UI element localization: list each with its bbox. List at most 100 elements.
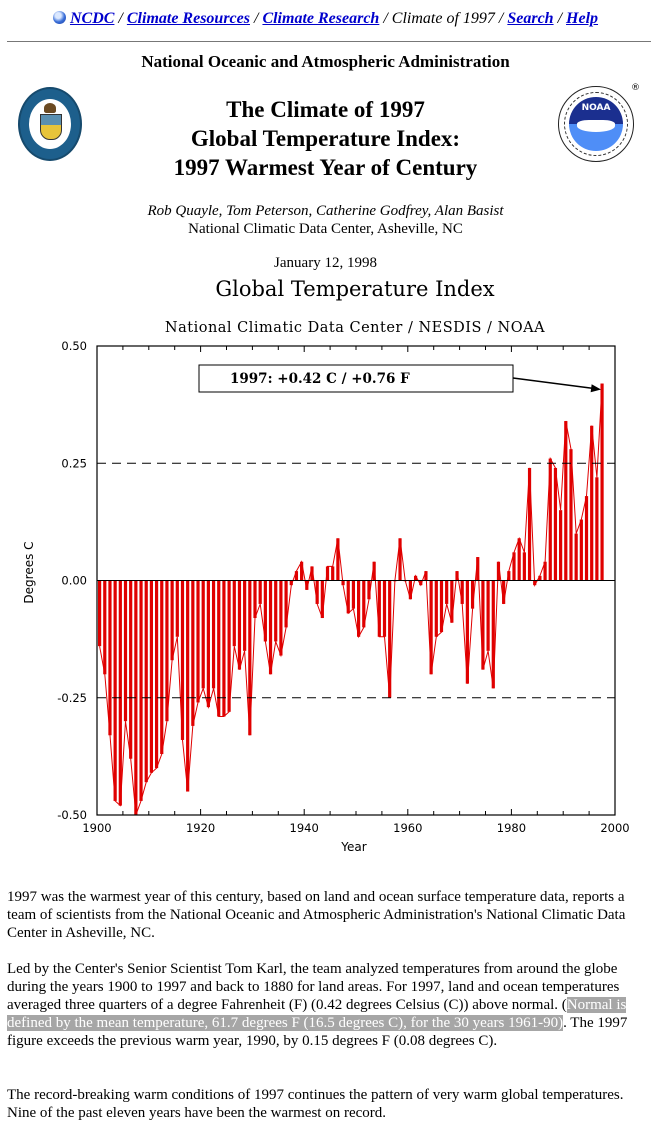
- noaa-logo-icon: NOAA ®: [558, 83, 640, 162]
- bar-1913: [165, 580, 169, 722]
- bar-1920: [201, 580, 205, 689]
- bar-1953: [372, 561, 376, 581]
- department-of-commerce-seal-icon: [18, 87, 82, 161]
- bar-1983: [527, 467, 532, 581]
- annotation-box: [198, 364, 514, 393]
- nav-link-help[interactable]: Help: [566, 10, 599, 27]
- bar-1926: [232, 580, 236, 647]
- bar-1937: [289, 580, 293, 586]
- x-tick-label: 1940: [290, 821, 319, 835]
- bar-1992: [574, 533, 578, 581]
- nav-link-ncdc[interactable]: NCDC: [69, 10, 115, 27]
- bar-1935: [279, 580, 283, 656]
- y-axis-label: Degrees C: [22, 541, 36, 603]
- page-title: The Climate of 1997 Global Temperature I…: [0, 95, 651, 182]
- series-line: [99, 383, 603, 816]
- chart-title: Global Temperature Index: [215, 277, 494, 301]
- paragraph-record: The record-breaking warm conditions of 1…: [7, 1087, 624, 1121]
- x-axis-label: Year: [340, 840, 366, 854]
- bar-1903: [113, 580, 117, 801]
- bar-1905: [123, 580, 128, 722]
- nav-separator: /: [383, 10, 388, 27]
- bar-1931: [258, 580, 262, 604]
- bar-1941: [310, 566, 314, 581]
- bar-1993: [579, 519, 583, 581]
- organization-name: National Oceanic and Atmospheric Adminis…: [141, 52, 510, 71]
- nav-link-climate-resources[interactable]: Climate Resources: [126, 10, 250, 27]
- nav-link-search[interactable]: Search: [507, 10, 554, 27]
- title-line: Global Temperature Index:: [190, 126, 461, 151]
- x-tick-label: 2000: [600, 821, 629, 835]
- noaa-logo-text: NOAA: [581, 103, 611, 113]
- bar-1918: [191, 580, 195, 726]
- bar-1928: [243, 580, 247, 651]
- paragraph-text: . The 1997 figure exceeds the previous w…: [7, 1015, 628, 1049]
- bar-1948: [346, 580, 350, 614]
- bar-1991: [569, 449, 573, 581]
- bar-1981: [517, 538, 521, 581]
- bar-1911: [154, 580, 159, 769]
- x-tick-label: 1980: [497, 821, 526, 835]
- bar-1927: [237, 580, 242, 670]
- bar-1986: [543, 561, 547, 581]
- bar-1987: [548, 458, 552, 581]
- registered-mark: ®: [631, 83, 640, 93]
- bar-1930: [253, 580, 257, 619]
- bar-1934: [274, 580, 278, 642]
- bar-1936: [284, 580, 288, 628]
- bar-1985: [538, 575, 542, 581]
- bar-1942: [315, 580, 319, 604]
- bar-1971: [465, 580, 469, 684]
- bar-1994: [584, 496, 589, 581]
- bar-1914: [170, 580, 174, 661]
- nav-separator: /: [118, 10, 123, 27]
- x-tick-label: 1920: [186, 821, 215, 835]
- bar-1980: [512, 552, 516, 581]
- annotation-text: 1997: +0.42 C / +0.76 F: [230, 371, 410, 387]
- bar-1962: [419, 580, 423, 586]
- bar-1976: [491, 580, 495, 689]
- bar-1932: [263, 580, 267, 642]
- nav-separator: /: [498, 10, 504, 27]
- paragraph-text: Led by the Center's Senior Scientist Tom…: [7, 961, 620, 1013]
- y-tick-label: 0.00: [61, 574, 87, 588]
- authors-block: Rob Quayle, Tom Peterson, Catherine Godf…: [0, 202, 651, 238]
- bar-1989: [559, 510, 563, 581]
- chart-subtitle: National Climatic Data Center / NESDIS /…: [165, 320, 545, 336]
- bar-1956: [388, 580, 392, 698]
- bar-1921: [206, 580, 210, 708]
- bar-1933: [268, 580, 273, 675]
- bar-1978: [502, 580, 506, 604]
- temperature-chart: Global Temperature Index National Climat…: [0, 270, 651, 860]
- bar-1965: [434, 580, 438, 637]
- bar-1906: [129, 580, 133, 759]
- nav-separator: /: [253, 10, 259, 27]
- bar-1949: [351, 580, 356, 609]
- bar-1979: [507, 571, 511, 581]
- bar-1958: [398, 538, 402, 581]
- bar-1974: [481, 580, 485, 670]
- bar-1940: [305, 580, 309, 590]
- bar-1964: [429, 580, 433, 675]
- bar-1912: [160, 580, 164, 755]
- bar-1917: [186, 580, 190, 792]
- bar-1988: [553, 467, 558, 581]
- bar-1946: [336, 538, 340, 581]
- chart-svg: Global Temperature Index National Climat…: [22, 277, 630, 854]
- bar-1968: [450, 580, 454, 623]
- y-tick-label: -0.50: [57, 808, 87, 822]
- bar-1995: [590, 425, 594, 581]
- bar-1923: [217, 580, 221, 717]
- author-names: Rob Quayle, Tom Peterson, Catherine Godf…: [147, 203, 504, 219]
- bar-1997: [600, 383, 604, 581]
- paragraph-details: Led by the Center's Senior Scientist Tom…: [7, 960, 642, 1050]
- noaa-globe-icon[interactable]: [52, 11, 66, 24]
- arrowhead-icon: [590, 384, 602, 393]
- author-affiliation: National Climatic Data Center, Asheville…: [188, 221, 463, 237]
- bar-1945: [331, 566, 335, 581]
- bar-1990: [564, 421, 568, 581]
- nav-link-climate-research[interactable]: Climate Research: [262, 10, 380, 27]
- y-tick-label: 0.25: [61, 456, 87, 470]
- bar-1944: [325, 566, 330, 581]
- bar-1943: [320, 580, 324, 619]
